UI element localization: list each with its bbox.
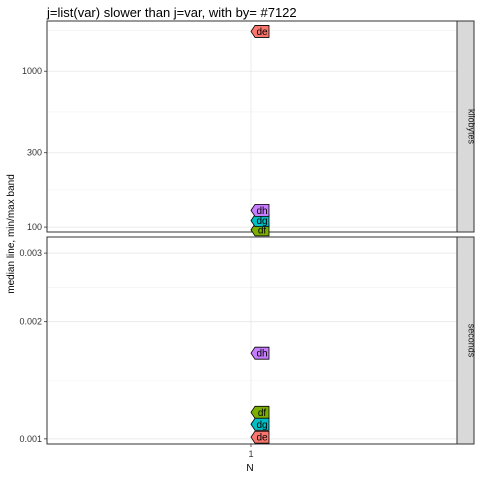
y-axis-title: median line, min/max band [6,174,17,294]
x-tick-label: 1 [248,449,253,459]
series-label-dh: dh [250,203,270,217]
series-label-text-dh: dh [256,206,267,217]
series-label-df: df [250,405,270,419]
series-label-de: de [250,25,270,38]
series-label-text-df: df [258,408,267,419]
panel-background [46,236,458,445]
y-tick-label: 0.001 [19,434,42,444]
series-label-text-dg: dg [256,420,267,431]
series-label-text-df: df [258,225,267,236]
series-marker-de [250,430,270,444]
x-axis-title: N [246,463,253,474]
y-tick-label: 1000 [22,66,42,76]
chart-title: j=list(var) slower than j=var, with by= … [46,5,297,20]
y-tick-label: 100 [27,222,42,232]
series-marker-de [250,25,270,38]
facet-strip [456,236,475,445]
y-tick-label: 300 [27,148,42,158]
series-label-text-de: de [256,27,268,38]
series-marker-dh [250,346,270,360]
facet-panels: 1003001000kilobytesdedfdgdh0.0010.0020.0… [19,20,477,459]
facet-strip-label: seconds [467,324,477,358]
y-tick-label: 0.002 [19,317,42,327]
series-label-text-dg: dg [256,216,267,227]
facet-strip [456,20,475,233]
y-tick-label: 0.003 [19,248,42,258]
panel-background [46,20,458,233]
series-label-text-dh: dh [256,349,267,360]
series-label-de: de [250,430,270,444]
series-label-dh: dh [250,346,270,360]
series-marker-df [250,405,270,419]
series-label-dg: dg [250,417,270,431]
series-label-text-de: de [256,433,268,444]
series-marker-dg [250,417,270,431]
facet-strip-label: kilobytes [467,109,477,145]
series-marker-dh [250,203,270,217]
